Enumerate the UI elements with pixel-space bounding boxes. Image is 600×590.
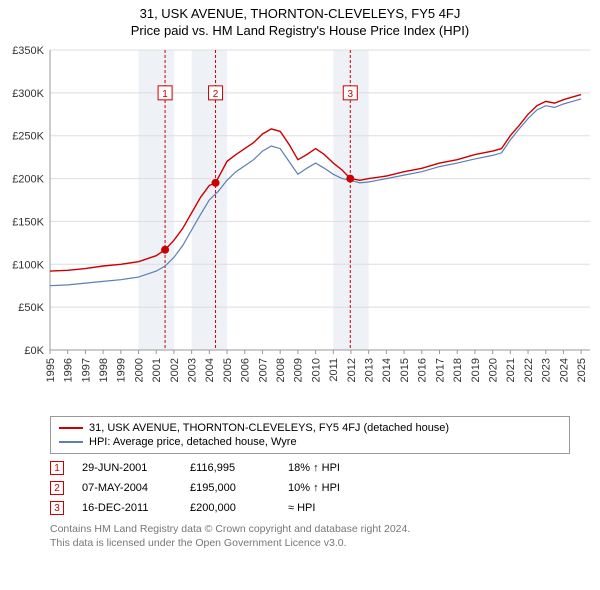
- svg-text:2017: 2017: [434, 358, 446, 382]
- chart-title: 31, USK AVENUE, THORNTON-CLEVELEYS, FY5 …: [0, 6, 600, 21]
- chart-header: 31, USK AVENUE, THORNTON-CLEVELEYS, FY5 …: [0, 0, 600, 40]
- footer: Contains HM Land Registry data © Crown c…: [50, 522, 570, 550]
- svg-text:2025: 2025: [576, 358, 588, 382]
- svg-text:2001: 2001: [151, 358, 163, 382]
- annotation-marker: 3: [50, 501, 64, 515]
- svg-text:£50K: £50K: [18, 302, 44, 314]
- svg-text:£0K: £0K: [24, 345, 44, 357]
- svg-text:2000: 2000: [133, 358, 145, 382]
- annotation-date: 07-MAY-2004: [82, 482, 172, 494]
- svg-text:£250K: £250K: [12, 131, 44, 143]
- legend-item: HPI: Average price, detached house, Wyre: [59, 435, 561, 449]
- svg-text:2024: 2024: [558, 358, 570, 382]
- svg-text:£150K: £150K: [12, 216, 44, 228]
- svg-text:3: 3: [347, 89, 353, 100]
- annotation-table: 1 29-JUN-2001 £116,995 18% ↑ HPI 2 07-MA…: [50, 458, 570, 518]
- svg-text:2022: 2022: [523, 358, 535, 382]
- svg-text:1998: 1998: [98, 358, 110, 382]
- annotation-row: 2 07-MAY-2004 £195,000 10% ↑ HPI: [50, 478, 570, 498]
- svg-text:1997: 1997: [80, 358, 92, 382]
- svg-text:2007: 2007: [257, 358, 269, 382]
- chart-area: £0K £50K £100K £150K £200K £250K £300K £350K 199…: [0, 40, 600, 410]
- svg-text:2010: 2010: [310, 358, 322, 382]
- annotation-row: 3 16-DEC-2011 £200,000 ≈ HPI: [50, 498, 570, 518]
- svg-text:2016: 2016: [417, 358, 429, 382]
- legend-item: 31, USK AVENUE, THORNTON-CLEVELEYS, FY5 …: [59, 421, 561, 435]
- annotation-marker: 2: [50, 481, 64, 495]
- annotation-hpi: ≈ HPI: [288, 502, 378, 514]
- footer-line: This data is licensed under the Open Gov…: [50, 536, 570, 550]
- svg-text:2015: 2015: [399, 358, 411, 382]
- svg-text:2004: 2004: [204, 358, 216, 382]
- annotation-date: 16-DEC-2011: [82, 502, 172, 514]
- legend-swatch: [59, 427, 83, 429]
- svg-text:£200K: £200K: [12, 174, 44, 186]
- annotation-hpi: 10% ↑ HPI: [288, 482, 378, 494]
- svg-text:2009: 2009: [293, 358, 305, 382]
- chart-subtitle: Price paid vs. HM Land Registry's House …: [0, 23, 600, 38]
- legend: 31, USK AVENUE, THORNTON-CLEVELEYS, FY5 …: [50, 416, 570, 454]
- annotation-hpi: 18% ↑ HPI: [288, 462, 378, 474]
- svg-text:2021: 2021: [505, 358, 517, 382]
- svg-text:2: 2: [213, 89, 219, 100]
- svg-text:2008: 2008: [275, 358, 287, 382]
- svg-text:2002: 2002: [169, 358, 181, 382]
- annotation-price: £200,000: [190, 502, 270, 514]
- svg-text:1: 1: [162, 89, 168, 100]
- annotation-date: 29-JUN-2001: [82, 462, 172, 474]
- annotation-row: 1 29-JUN-2001 £116,995 18% ↑ HPI: [50, 458, 570, 478]
- annotation-price: £116,995: [190, 462, 270, 474]
- chart-svg: £0K £50K £100K £150K £200K £250K £300K £350K 199…: [0, 40, 600, 410]
- svg-text:2019: 2019: [470, 358, 482, 382]
- legend-label: HPI: Average price, detached house, Wyre: [89, 436, 297, 448]
- svg-text:2020: 2020: [487, 358, 499, 382]
- legend-swatch: [59, 441, 83, 443]
- svg-text:2018: 2018: [452, 358, 464, 382]
- svg-text:2013: 2013: [364, 358, 376, 382]
- footer-line: Contains HM Land Registry data © Crown c…: [50, 522, 570, 536]
- svg-text:2011: 2011: [328, 358, 340, 382]
- annotation-marker: 1: [50, 461, 64, 475]
- svg-text:1999: 1999: [116, 358, 128, 382]
- svg-text:£350K: £350K: [12, 45, 44, 57]
- svg-text:1996: 1996: [63, 358, 75, 382]
- svg-text:1995: 1995: [45, 358, 57, 382]
- svg-text:2006: 2006: [240, 358, 252, 382]
- svg-text:2012: 2012: [346, 358, 358, 382]
- svg-text:£300K: £300K: [12, 88, 44, 100]
- svg-text:2005: 2005: [222, 358, 234, 382]
- annotation-price: £195,000: [190, 482, 270, 494]
- legend-label: 31, USK AVENUE, THORNTON-CLEVELEYS, FY5 …: [89, 422, 449, 434]
- svg-text:2023: 2023: [541, 358, 553, 382]
- svg-text:2003: 2003: [186, 358, 198, 382]
- svg-text:2014: 2014: [381, 358, 393, 382]
- svg-text:£100K: £100K: [12, 259, 44, 271]
